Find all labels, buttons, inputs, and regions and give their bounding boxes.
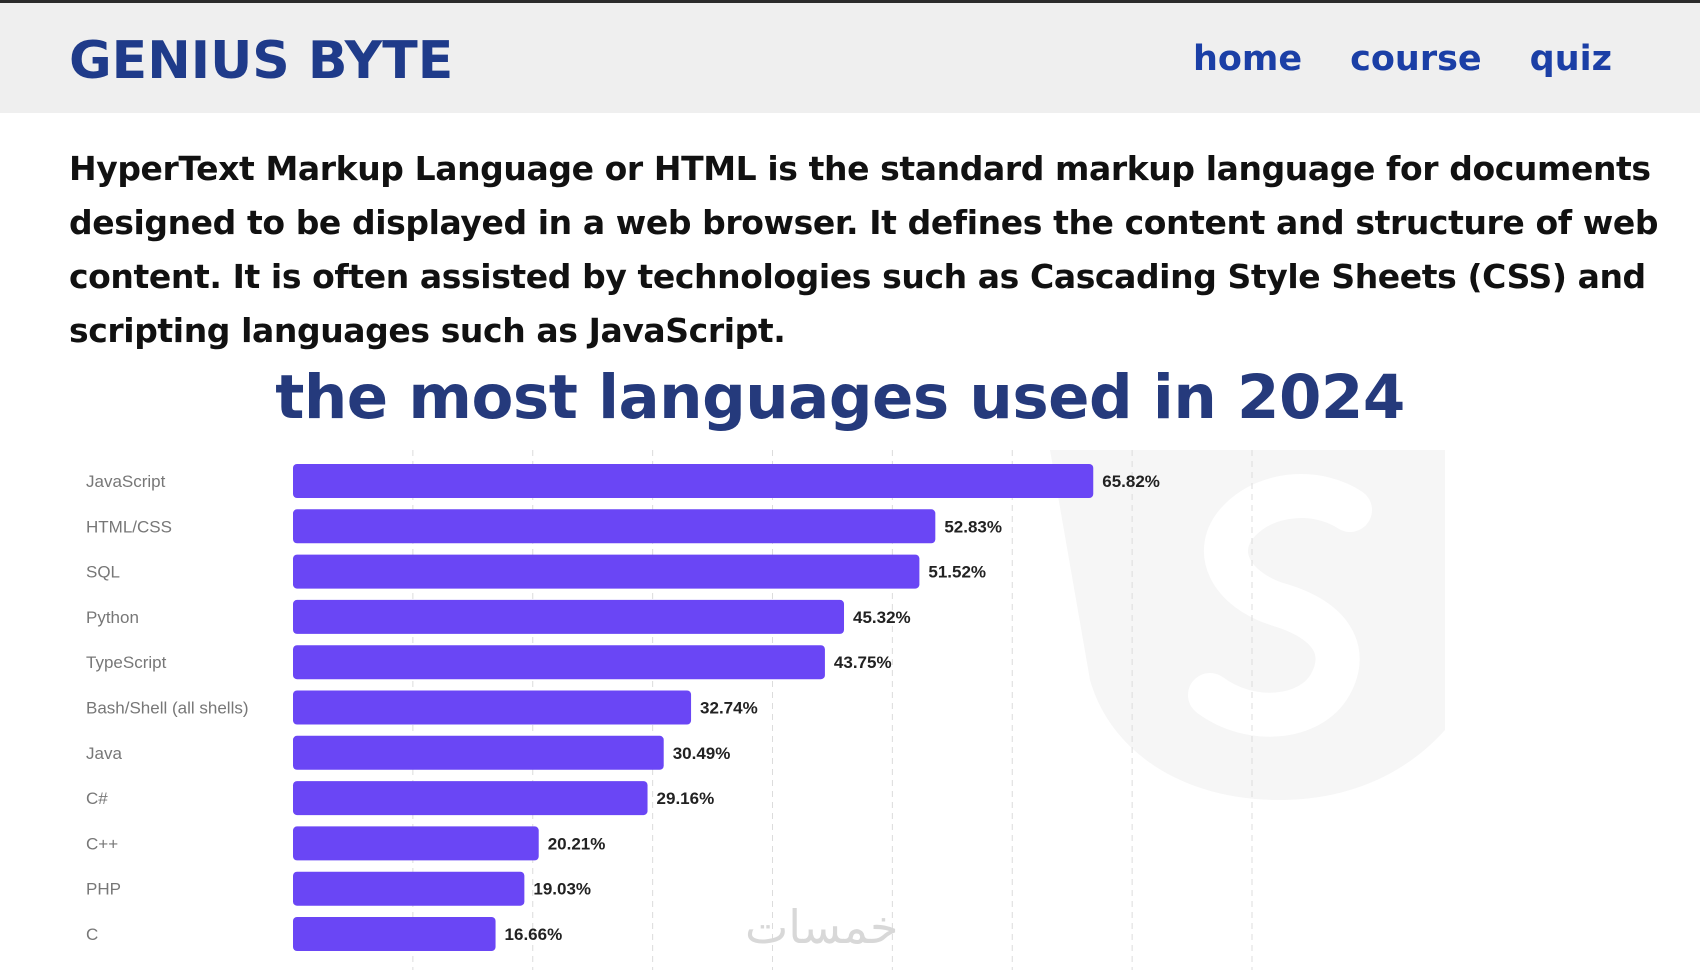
category-label: C# [86, 789, 108, 808]
bar [293, 599, 845, 634]
value-label: 65.82% [1102, 472, 1160, 491]
value-label: 52.83% [944, 517, 1002, 536]
bar [293, 464, 1094, 498]
category-label: JavaScript [86, 472, 166, 491]
main-nav: home course quiz [1193, 39, 1612, 79]
value-label: 20.21% [548, 834, 606, 853]
category-label: Bash/Shell (all shells) [86, 699, 249, 718]
value-label: 45.32% [853, 608, 911, 627]
category-label: PHP [86, 880, 121, 899]
nav-quiz-link[interactable]: quiz [1529, 39, 1612, 79]
bar [293, 690, 692, 725]
category-label: C [86, 925, 98, 944]
bar-chart: JavaScript 65.82% HTML/CSS 52.83% SQL 51.52% P… [86, 450, 1253, 970]
value-label: 29.16% [657, 789, 715, 808]
watermark-logo-icon [1050, 450, 1445, 800]
value-label: 43.75% [834, 653, 892, 672]
category-label: Java [86, 744, 122, 763]
value-label: 51.52% [928, 563, 986, 582]
value-label: 32.74% [700, 699, 758, 718]
intro-paragraph: HyperText Markup Language or HTML is the… [69, 149, 1659, 350]
bar [293, 645, 825, 680]
brand-logo[interactable]: GENIUS BYTE [69, 31, 454, 91]
category-label: HTML/CSS [86, 517, 172, 536]
bar [293, 917, 496, 951]
nav-course-link[interactable]: course [1350, 39, 1482, 79]
bar [293, 509, 936, 544]
category-label: C++ [86, 834, 118, 853]
bar [293, 826, 539, 861]
chart-title: the most languages used in 2024 [275, 362, 1405, 433]
category-label: TypeScript [86, 653, 167, 672]
category-label: Python [86, 608, 139, 627]
bar [293, 871, 525, 906]
nav-home-link[interactable]: home [1192, 39, 1303, 79]
bar [293, 735, 664, 770]
value-label: 19.03% [533, 880, 591, 899]
bar [293, 781, 648, 816]
value-label: 30.49% [673, 744, 731, 763]
top-rule [0, 0, 1700, 3]
value-label: 16.66% [505, 925, 563, 944]
site-header: GENIUS BYTE home course quiz [0, 3, 1700, 113]
category-label: SQL [86, 563, 120, 582]
site-watermark: خمسات [745, 900, 899, 954]
bar [293, 554, 920, 589]
